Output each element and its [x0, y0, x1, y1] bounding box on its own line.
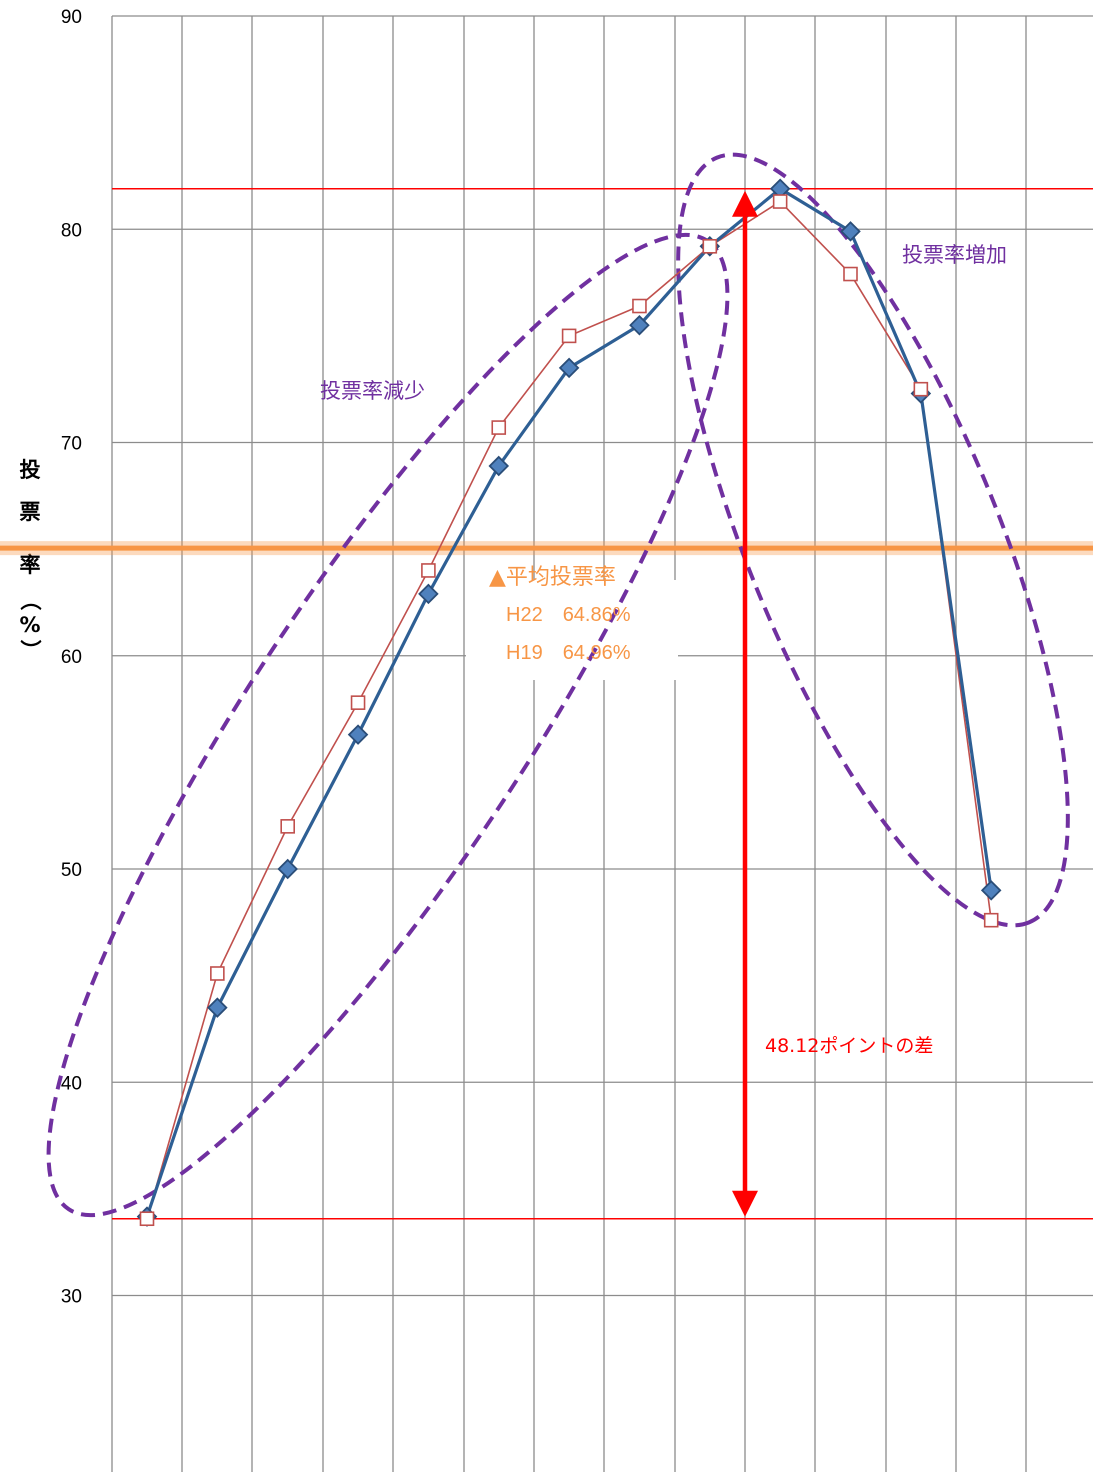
data-point-h22 — [347, 724, 369, 745]
y-axis-label-char: 票 — [20, 500, 41, 524]
y-axis-label-char: 投 — [20, 458, 41, 482]
arrow-head-bottom — [732, 1190, 758, 1217]
difference-label: 48.12ポイントの差 — [765, 1035, 933, 1057]
data-point-h19 — [491, 420, 507, 435]
y-tick-label: 30 — [61, 1287, 82, 1308]
y-axis-label-char: ） — [18, 640, 42, 661]
data-point-h19 — [421, 563, 436, 578]
data-point-h19 — [350, 695, 366, 710]
average-h22: H22 64.86% — [506, 604, 631, 626]
y-tick-label: 90 — [61, 7, 82, 28]
data-point-h19 — [983, 912, 999, 928]
series-line-h19 — [146, 200, 992, 1219]
data-point-h22 — [277, 858, 298, 880]
y-tick-label: 80 — [61, 220, 82, 241]
data-point-h22 — [488, 455, 510, 477]
difference-arrow — [732, 190, 758, 1217]
decrease-label: 投票率減少 — [320, 379, 425, 403]
series-group — [136, 178, 1002, 1227]
data-point-h19 — [843, 266, 858, 282]
average-h19: H19 64.96% — [506, 642, 631, 664]
y-tick-label: 70 — [61, 434, 82, 455]
data-point-h19 — [702, 239, 718, 254]
y-axis-label-char: （ — [18, 590, 42, 611]
data-point-h19 — [913, 381, 929, 397]
grid — [111, 15, 1093, 1472]
data-point-h22 — [207, 997, 228, 1018]
arrow-head-top — [732, 190, 758, 217]
data-point-h19 — [139, 1211, 155, 1227]
decrease-ellipse — [46, 232, 730, 1218]
y-axis-label-char: % — [19, 613, 40, 637]
data-point-h19 — [772, 194, 788, 209]
data-point-h22 — [629, 314, 650, 336]
data-point-h19 — [561, 328, 577, 344]
y-axis-label: 投 票 率 （ % ） — [18, 458, 42, 661]
y-tick-label: 60 — [61, 647, 82, 668]
reference-lines — [112, 187, 1093, 1220]
average-title: ▲平均投票率 — [489, 565, 616, 590]
data-point-h22 — [840, 221, 861, 242]
y-tick-labels: 30 40 50 60 70 80 90 — [61, 7, 82, 1308]
increase-ellipse — [676, 152, 1070, 928]
increase-label: 投票率増加 — [902, 243, 1007, 267]
y-axis-label-char: 率 — [20, 553, 41, 577]
data-point-h19 — [210, 966, 225, 981]
data-point-h22 — [558, 357, 580, 379]
average-label-background — [466, 580, 678, 680]
data-point-h22 — [418, 583, 439, 605]
data-point-h22 — [980, 880, 1002, 901]
data-point-h19 — [280, 819, 296, 834]
data-point-h19 — [632, 298, 647, 314]
y-tick-label: 50 — [61, 860, 82, 881]
y-tick-label: 40 — [61, 1073, 82, 1094]
